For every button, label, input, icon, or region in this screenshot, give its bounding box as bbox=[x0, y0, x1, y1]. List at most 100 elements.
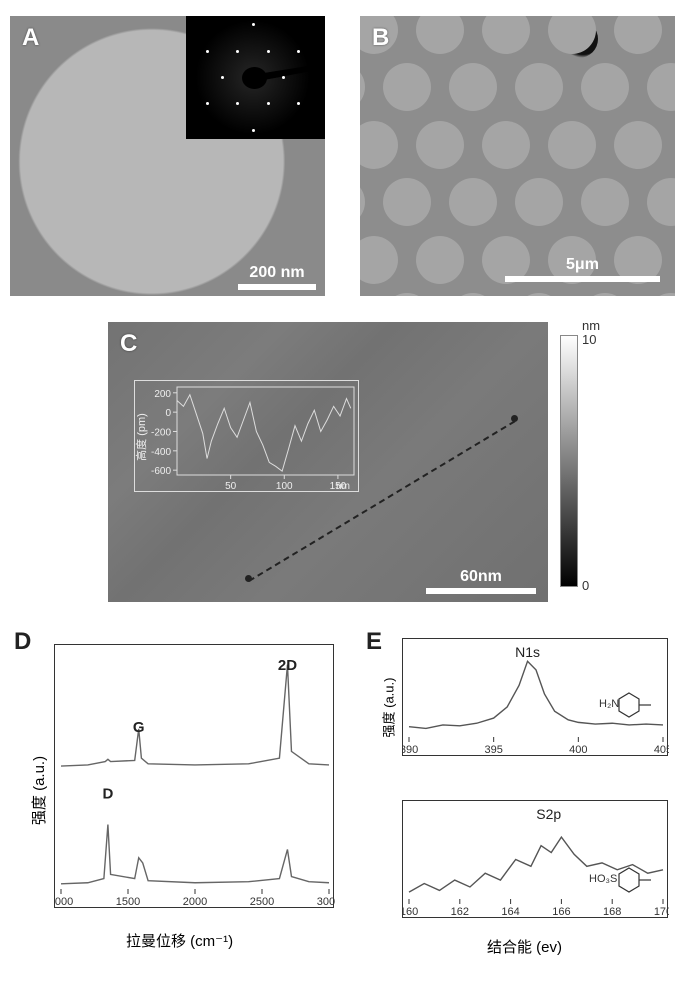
afm-dot bbox=[416, 121, 464, 169]
svg-text:100: 100 bbox=[276, 481, 293, 492]
svg-text:160: 160 bbox=[403, 906, 418, 918]
scalebar-c-text: 60nm bbox=[460, 568, 502, 586]
svg-text:高度 (pm): 高度 (pm) bbox=[135, 413, 148, 461]
svg-text:395: 395 bbox=[484, 744, 502, 756]
height-profile-svg: 2000-200-400-60050100150nm高度 (pm) bbox=[135, 381, 360, 493]
xps-xlabel: 结合能 (ev) bbox=[487, 936, 562, 957]
svg-text:1500: 1500 bbox=[116, 896, 140, 908]
svg-text:2500: 2500 bbox=[250, 896, 274, 908]
afm-dot bbox=[581, 293, 629, 296]
svg-text:200: 200 bbox=[154, 389, 171, 400]
svg-text:-600: -600 bbox=[151, 466, 171, 477]
scalebar-a: 200 nm bbox=[238, 264, 316, 290]
panel-b-afm-array: B 5μm bbox=[360, 16, 675, 296]
afm-dot bbox=[383, 178, 431, 226]
afm-dot bbox=[614, 16, 662, 54]
svg-text:nm: nm bbox=[336, 481, 350, 492]
panel-e-xps-n1s: E 390395400405N1s H₂N 强度 (a.u.) bbox=[372, 632, 672, 782]
afm-height-image: C 2000-200-400-60050100150nm高度 (pm) 60nm bbox=[108, 322, 548, 602]
afm-dot bbox=[383, 63, 431, 111]
diffraction-spot bbox=[206, 102, 209, 105]
afm-dot bbox=[581, 178, 629, 226]
xps-n1s-plot: 390 395 400 405 N1s H₂N bbox=[402, 638, 668, 756]
afm-dot bbox=[581, 63, 629, 111]
xps-s2p-svg: 160 162 164 166 168 170 S2p bbox=[403, 801, 669, 919]
svg-text:50: 50 bbox=[225, 481, 237, 492]
svg-text:S2p: S2p bbox=[536, 806, 561, 822]
afm-dot bbox=[515, 178, 563, 226]
raman-plot: 10001500200025003000GD2D bbox=[54, 644, 334, 908]
diffraction-spot bbox=[236, 102, 239, 105]
afm-dot bbox=[416, 16, 464, 54]
svg-text:G: G bbox=[133, 719, 145, 736]
diffraction-spot bbox=[297, 50, 300, 53]
afm-dot bbox=[515, 293, 563, 296]
scalebar-b-line bbox=[505, 276, 660, 282]
height-profile-inset: 2000-200-400-60050100150nm高度 (pm) bbox=[134, 380, 359, 492]
afm-image: B 5μm bbox=[360, 16, 675, 296]
afm-dot bbox=[360, 293, 365, 296]
scalebar-c: 60nm bbox=[426, 568, 536, 594]
svg-text:405: 405 bbox=[654, 744, 669, 756]
colorbar-min: 0 bbox=[582, 578, 589, 593]
afm-dot bbox=[360, 178, 365, 226]
afm-dot bbox=[548, 121, 596, 169]
diffraction-spot bbox=[221, 76, 224, 79]
svg-text:390: 390 bbox=[403, 744, 418, 756]
diffraction-spot bbox=[297, 102, 300, 105]
panel-c-label: C bbox=[120, 330, 137, 358]
diffraction-spot bbox=[267, 50, 270, 53]
afm-dot bbox=[647, 293, 675, 296]
svg-text:N1s: N1s bbox=[515, 644, 540, 660]
svg-text:170: 170 bbox=[654, 906, 669, 918]
panel-e-label: E bbox=[366, 628, 382, 656]
svg-text:-200: -200 bbox=[151, 427, 171, 438]
afm-dot bbox=[416, 236, 464, 284]
afm-dot bbox=[449, 63, 497, 111]
colorbar-unit: nm bbox=[582, 318, 600, 333]
panel-d-label: D bbox=[14, 628, 31, 656]
diffraction-spot bbox=[252, 23, 255, 26]
panel-c-afm-height: C 2000-200-400-60050100150nm高度 (pm) 60nm bbox=[108, 322, 548, 602]
profile-endpoint-2 bbox=[511, 415, 518, 422]
svg-text:2D: 2D bbox=[278, 657, 297, 674]
afm-dot bbox=[614, 121, 662, 169]
afm-dot bbox=[360, 63, 365, 111]
raman-svg: 10001500200025003000GD2D bbox=[55, 645, 335, 909]
diffraction-spot bbox=[252, 129, 255, 132]
aniline-icon: H₂N bbox=[599, 689, 659, 724]
afm-dot bbox=[449, 293, 497, 296]
svg-text:166: 166 bbox=[552, 906, 570, 918]
afm-dot bbox=[360, 236, 398, 284]
svg-text:HO₃S: HO₃S bbox=[589, 873, 617, 885]
colorbar-max: 10 bbox=[582, 332, 596, 347]
scalebar-b-text: 5μm bbox=[566, 256, 599, 274]
svg-text:2000: 2000 bbox=[183, 896, 207, 908]
diffraction-spot bbox=[206, 50, 209, 53]
xps-ylabel: 强度 (a.u.) bbox=[378, 678, 397, 738]
panel-d-raman: D 10001500200025003000GD2D 强度 (a.u.) 拉曼位… bbox=[16, 630, 340, 950]
scalebar-a-text: 200 nm bbox=[249, 264, 304, 282]
panel-e-xps-s2p: 160162164166168170S2p HO₃S 结合能 (ev) bbox=[372, 800, 672, 950]
svg-text:400: 400 bbox=[569, 744, 587, 756]
svg-text:162: 162 bbox=[451, 906, 469, 918]
diffraction-spot bbox=[236, 50, 239, 53]
panel-a-label: A bbox=[22, 24, 39, 52]
scalebar-c-line bbox=[426, 588, 536, 594]
raman-ylabel: 强度 (a.u.) bbox=[28, 756, 49, 825]
panel-b-label: B bbox=[372, 24, 389, 52]
svg-text:168: 168 bbox=[603, 906, 621, 918]
panel-a-tem: A 200 nm bbox=[10, 16, 325, 296]
diffraction-spot bbox=[282, 76, 285, 79]
svg-text:3000: 3000 bbox=[317, 896, 335, 908]
xps-s2p-plot: 160 162 164 166 168 170 S2p HO₃S bbox=[402, 800, 668, 918]
svg-text:H₂N: H₂N bbox=[599, 698, 619, 710]
colorbar bbox=[560, 335, 578, 587]
scalebar-a-line bbox=[238, 284, 316, 290]
svg-text:164: 164 bbox=[501, 906, 519, 918]
sulfonic-icon: HO₃S bbox=[589, 864, 659, 899]
diffraction-spot bbox=[267, 102, 270, 105]
svg-text:0: 0 bbox=[165, 408, 171, 419]
raman-xlabel: 拉曼位移 (cm⁻¹) bbox=[126, 930, 233, 951]
afm-dot bbox=[482, 16, 530, 54]
